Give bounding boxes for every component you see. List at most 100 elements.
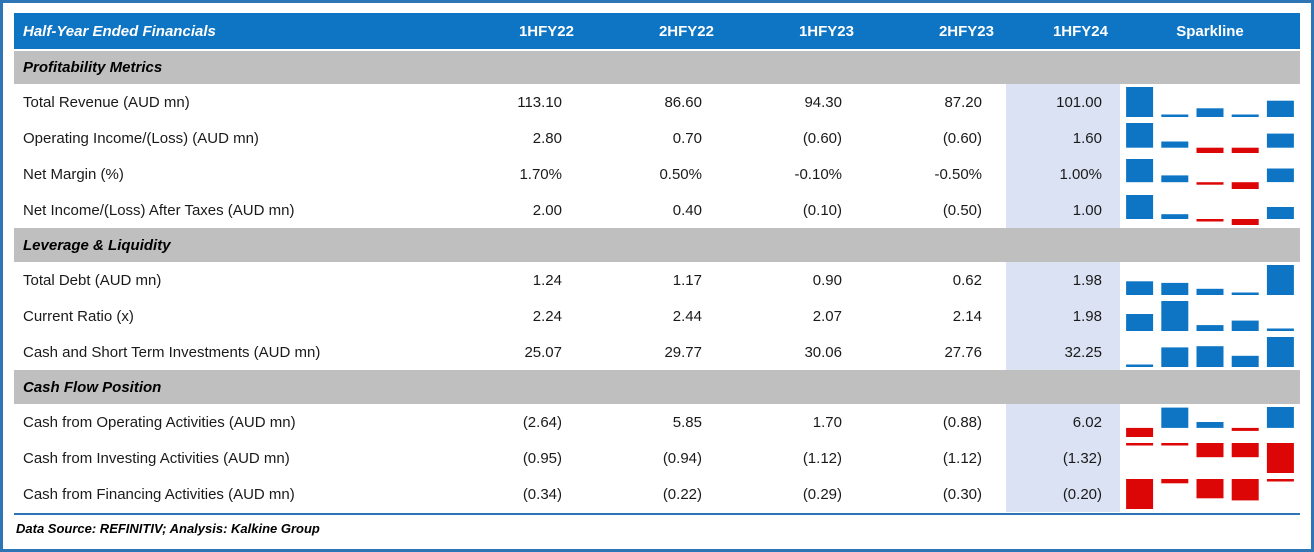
table-row: Cash from Operating Activities (AUD mn) … (14, 404, 1300, 440)
sparkline-cell (1120, 404, 1300, 440)
column-header-1hfy23: 1HFY23 (726, 13, 866, 51)
sparkline-chart (1126, 443, 1294, 473)
sparkline-cell (1120, 120, 1300, 156)
cell-value: (0.60) (942, 129, 982, 147)
cell-value: 0.90 (812, 271, 842, 289)
cell-value: (1.12) (802, 449, 842, 467)
section-heading-profitability: Profitability Metrics (14, 50, 1300, 84)
cell-value-highlighted: 101.00 (1006, 84, 1120, 120)
row-label: Current Ratio (x) (23, 307, 134, 325)
cell-value: 0.70 (672, 129, 702, 147)
table-row: Net Income/(Loss) After Taxes (AUD mn) 2… (14, 192, 1300, 228)
section-heading-leverage: Leverage & Liquidity (14, 228, 1300, 262)
cell-value: 0.40 (672, 201, 702, 219)
column-header-2hfy22: 2HFY22 (586, 13, 726, 51)
cell-value: 2.24 (532, 307, 562, 325)
cell-value: 29.77 (664, 343, 702, 361)
sparkline-chart (1126, 265, 1294, 295)
row-label: Cash from Operating Activities (AUD mn) (23, 413, 296, 431)
cell-value-highlighted: 6.02 (1006, 404, 1120, 440)
table-row: Cash from Financing Activities (AUD mn) … (14, 476, 1300, 512)
cell-value-highlighted: 1.98 (1006, 262, 1120, 298)
cell-value-highlighted: 1.00 (1006, 192, 1120, 228)
cell-value: (0.60) (802, 129, 842, 147)
cell-value: (1.12) (942, 449, 982, 467)
table-row: Total Debt (AUD mn) 1.24 1.17 0.90 0.62 … (14, 262, 1300, 298)
cell-value: (0.22) (662, 485, 702, 503)
cell-value: (0.95) (522, 449, 562, 467)
cell-value: 2.14 (952, 307, 982, 325)
cell-value-highlighted: (1.32) (1006, 440, 1120, 476)
row-label: Cash from Financing Activities (AUD mn) (23, 485, 295, 503)
cell-value: 2.80 (532, 129, 562, 147)
cell-value: 113.10 (517, 93, 562, 111)
sparkline-chart (1126, 195, 1294, 225)
table-row: Operating Income/(Loss) (AUD mn) 2.80 0.… (14, 120, 1300, 156)
table-row: Cash and Short Term Investments (AUD mn)… (14, 334, 1300, 370)
column-header-sparkline: Sparkline (1120, 13, 1300, 51)
sparkline-cell (1120, 298, 1300, 334)
sparkline-cell (1120, 334, 1300, 370)
cell-value-highlighted: 1.98 (1006, 298, 1120, 334)
cell-value: 25.07 (524, 343, 562, 361)
cell-value: 2.44 (672, 307, 702, 325)
table-title: Half-Year Ended Financials (14, 13, 446, 51)
cell-value: (0.94) (662, 449, 702, 467)
row-label: Operating Income/(Loss) (AUD mn) (23, 129, 259, 147)
sparkline-chart (1126, 159, 1294, 189)
column-header-1hfy22: 1HFY22 (446, 13, 586, 51)
cell-value: 1.70% (519, 165, 562, 183)
cell-value-highlighted: 32.25 (1006, 334, 1120, 370)
cell-value: 5.85 (672, 413, 702, 431)
table-row: Current Ratio (x) 2.24 2.44 2.07 2.14 1.… (14, 298, 1300, 334)
cell-value: 86.60 (664, 93, 702, 111)
sparkline-cell (1120, 156, 1300, 192)
sparkline-chart (1126, 87, 1294, 117)
data-source-note: Data Source: REFINITIV; Analysis: Kalkin… (14, 513, 1300, 536)
cell-value: (2.64) (522, 413, 562, 431)
cell-value: -0.50% (934, 165, 982, 183)
cell-value: 27.76 (944, 343, 982, 361)
cell-value: 30.06 (804, 343, 842, 361)
sparkline-cell (1120, 192, 1300, 228)
sparkline-chart (1126, 301, 1294, 331)
row-label: Cash from Investing Activities (AUD mn) (23, 449, 290, 467)
cell-value: -0.10% (794, 165, 842, 183)
cell-value-highlighted: 1.00% (1006, 156, 1120, 192)
cell-value: 0.62 (952, 271, 982, 289)
sparkline-cell (1120, 440, 1300, 476)
cell-value-highlighted: 1.60 (1006, 120, 1120, 156)
section-heading-label: Leverage & Liquidity (14, 228, 1300, 262)
cell-value: (0.34) (522, 485, 562, 503)
row-label: Total Revenue (AUD mn) (23, 93, 190, 111)
sparkline-chart (1126, 407, 1294, 437)
sparkline-cell (1120, 84, 1300, 120)
cell-value: (0.88) (942, 413, 982, 431)
column-header-1hfy24: 1HFY24 (1006, 13, 1120, 51)
cell-value: 87.20 (944, 93, 982, 111)
cell-value: (0.30) (942, 485, 982, 503)
row-label: Net Margin (%) (23, 165, 124, 183)
sparkline-chart (1126, 337, 1294, 367)
cell-value: 1.24 (532, 271, 562, 289)
section-heading-label: Cash Flow Position (14, 370, 1300, 404)
row-label: Cash and Short Term Investments (AUD mn) (23, 343, 321, 361)
section-heading-label: Profitability Metrics (14, 50, 1300, 84)
row-label: Total Debt (AUD mn) (23, 271, 162, 289)
table-row: Total Revenue (AUD mn) 113.10 86.60 94.3… (14, 84, 1300, 120)
cell-value: (0.50) (942, 201, 982, 219)
sparkline-chart (1126, 123, 1294, 153)
table-row: Cash from Investing Activities (AUD mn) … (14, 440, 1300, 476)
section-heading-cash-flow: Cash Flow Position (14, 370, 1300, 404)
sparkline-cell (1120, 476, 1300, 512)
cell-value: 2.00 (532, 201, 562, 219)
column-header-2hfy23: 2HFY23 (866, 13, 1006, 51)
table-header-row: Half-Year Ended Financials 1HFY22 2HFY22… (14, 13, 1300, 51)
cell-value: 1.17 (672, 271, 702, 289)
cell-value: 1.70 (812, 413, 842, 431)
row-label: Net Income/(Loss) After Taxes (AUD mn) (23, 201, 295, 219)
sparkline-cell (1120, 262, 1300, 298)
cell-value: 2.07 (812, 307, 842, 325)
cell-value: (0.29) (802, 485, 842, 503)
cell-value: 0.50% (659, 165, 702, 183)
